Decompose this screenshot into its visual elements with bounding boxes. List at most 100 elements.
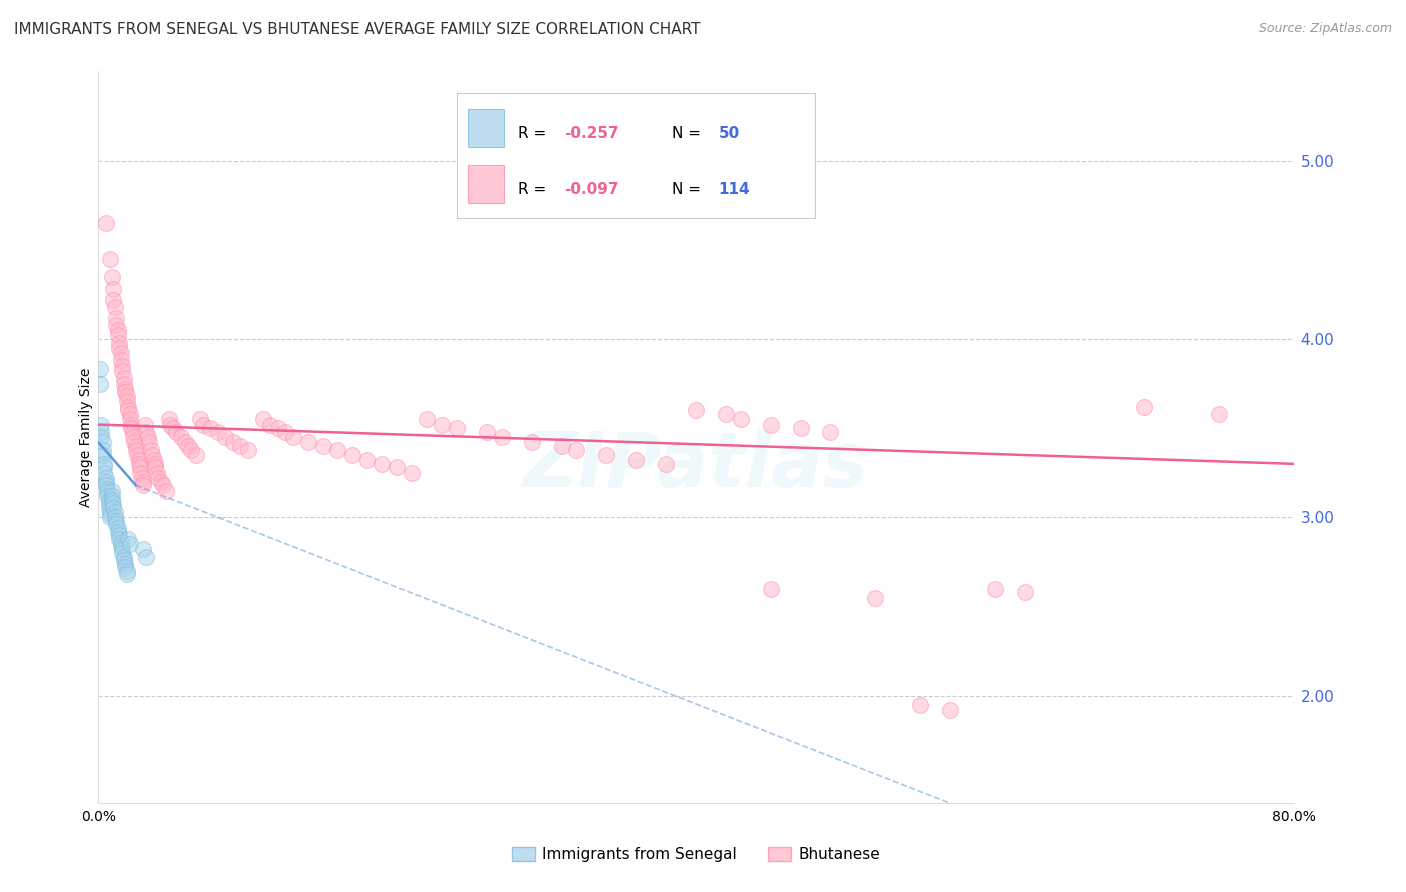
Point [550, 439, 572, 453]
Point [104, 505, 127, 519]
Point [121, 430, 143, 444]
Point [188, 412, 211, 426]
Point [1133, 400, 1156, 414]
Point [200, 421, 222, 435]
Point [908, 698, 931, 712]
Point [135, 425, 157, 439]
Text: IMMIGRANTS FROM SENEGAL VS BHUTANESE AVERAGE FAMILY SIZE CORRELATION CHART: IMMIGRANTS FROM SENEGAL VS BHUTANESE AVE… [14, 22, 700, 37]
Point [93, 466, 115, 480]
Point [145, 466, 167, 480]
Point [108, 341, 131, 355]
Point [115, 389, 138, 403]
Point [118, 537, 141, 551]
Point [117, 400, 139, 414]
Point [626, 453, 648, 467]
Point [94, 478, 117, 492]
Point [104, 510, 127, 524]
Point [110, 539, 132, 553]
Point [356, 453, 378, 467]
Point [789, 421, 811, 435]
Point [115, 567, 138, 582]
Point [97, 496, 120, 510]
Point [132, 478, 155, 492]
Point [120, 421, 142, 435]
Y-axis label: Average Family Size: Average Family Size [79, 368, 93, 507]
Point [107, 521, 129, 535]
Point [97, 500, 120, 514]
Point [184, 448, 207, 462]
Point [759, 417, 782, 432]
Point [107, 323, 129, 337]
Point [136, 430, 159, 444]
Legend: Immigrants from Senegal, Bhutanese: Immigrants from Senegal, Bhutanese [506, 841, 886, 868]
Point [385, 460, 409, 475]
Point [150, 475, 173, 489]
Point [98, 252, 122, 266]
Point [655, 457, 678, 471]
Point [128, 457, 150, 471]
Point [108, 528, 131, 542]
Point [759, 582, 782, 596]
Point [214, 430, 236, 444]
Point [143, 460, 166, 475]
Point [91, 435, 114, 450]
Point [127, 448, 149, 462]
Point [107, 328, 129, 343]
Point [134, 417, 156, 432]
Point [117, 403, 139, 417]
Point [97, 492, 120, 507]
Point [115, 394, 138, 409]
Point [142, 453, 165, 467]
Point [222, 435, 245, 450]
Point [297, 435, 319, 450]
Point [132, 542, 155, 557]
Point [111, 364, 134, 378]
Point [114, 382, 136, 396]
Point [90, 430, 112, 444]
Point [259, 417, 281, 432]
Point [91, 448, 114, 462]
Point [93, 460, 115, 475]
Point [96, 489, 118, 503]
Point [94, 475, 117, 489]
Point [157, 412, 180, 426]
Point [112, 549, 135, 564]
Point [236, 442, 259, 457]
Point [124, 435, 146, 450]
Point [117, 532, 139, 546]
Point [165, 425, 187, 439]
Point [101, 492, 124, 507]
Point [159, 417, 181, 432]
Point [129, 460, 152, 475]
Point [984, 582, 1007, 596]
Point [118, 412, 141, 426]
Point [1014, 585, 1036, 599]
Point [520, 435, 543, 450]
Point [939, 703, 962, 717]
Point [229, 439, 252, 453]
Point [101, 483, 124, 498]
Point [125, 439, 148, 453]
Point [714, 407, 737, 421]
Point [138, 435, 160, 450]
Point [111, 359, 134, 373]
Point [107, 524, 129, 539]
Point [267, 421, 290, 435]
Point [114, 560, 136, 574]
Point [252, 412, 274, 426]
Point [141, 448, 163, 462]
Point [169, 430, 191, 444]
Point [1208, 407, 1230, 421]
Point [105, 310, 128, 325]
Point [118, 407, 141, 421]
Point [139, 442, 162, 457]
Point [110, 535, 132, 549]
Point [93, 457, 115, 471]
Point [326, 442, 349, 457]
Point [143, 457, 166, 471]
Point [820, 425, 842, 439]
Point [685, 403, 707, 417]
Point [595, 448, 617, 462]
Point [105, 514, 128, 528]
Point [371, 457, 394, 471]
